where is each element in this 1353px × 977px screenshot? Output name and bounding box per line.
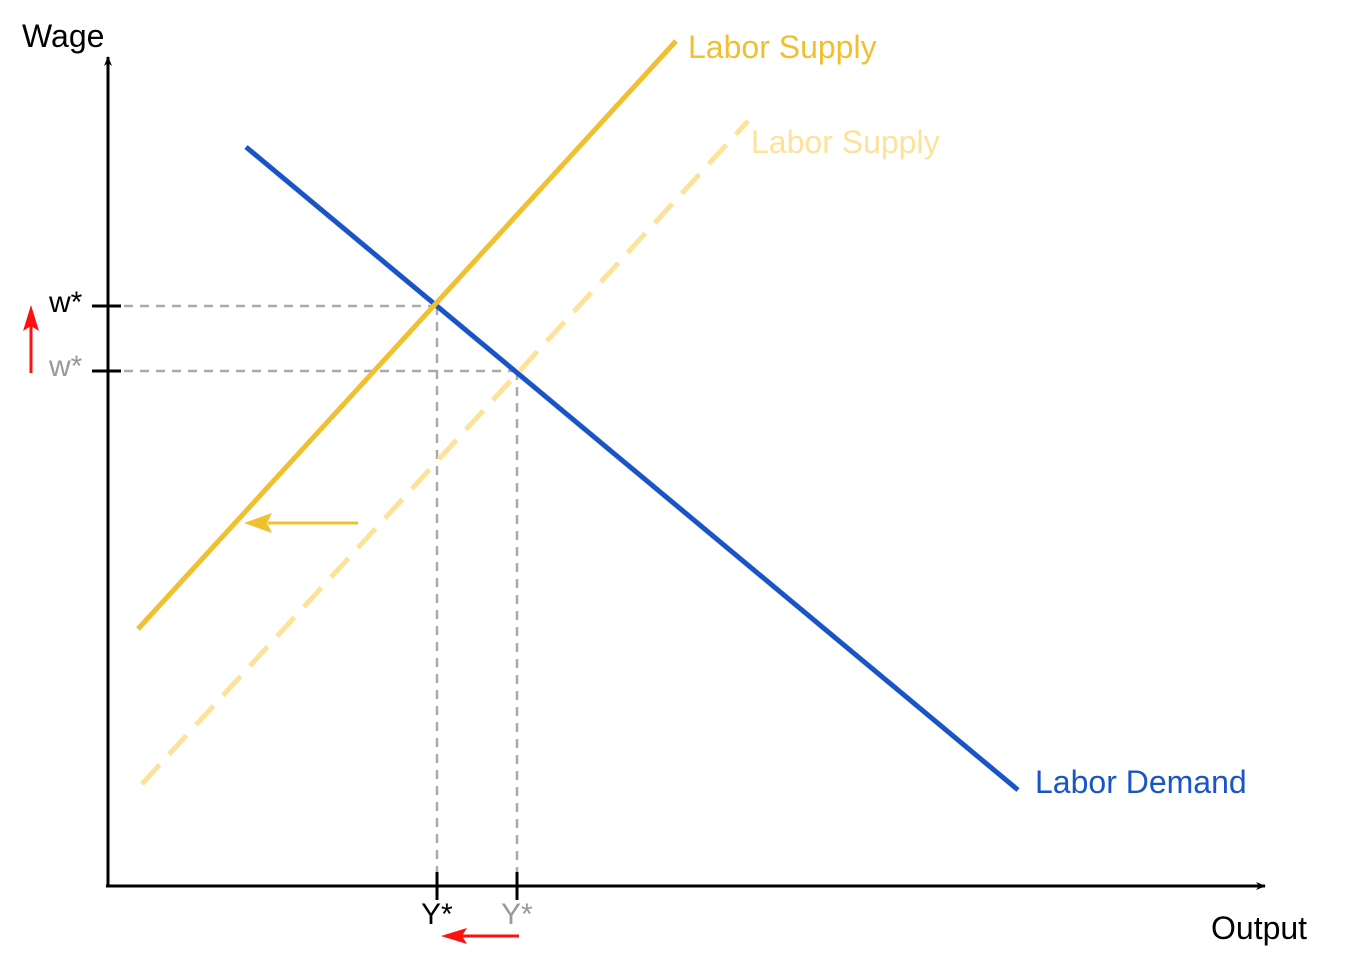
old-wage-label: w* [48, 350, 83, 383]
y-axis-label: Wage [22, 18, 104, 54]
wage-change-arrow-head [23, 305, 39, 331]
labor-supply-old-label: Labor Supply [751, 124, 940, 160]
old-output-label: Y* [501, 898, 533, 931]
new-wage-label: w* [48, 286, 83, 319]
labor-demand-label: Labor Demand [1035, 764, 1247, 800]
output-change-arrow-head [441, 928, 467, 944]
new-output-label: Y* [421, 898, 453, 931]
labor-supply-new-curve [136, 39, 678, 631]
supply-shift-arrow-head [244, 513, 272, 533]
labor-supply-old-curve [140, 119, 750, 786]
labor-supply-new-label: Labor Supply [688, 29, 877, 65]
x-axis-label: Output [1211, 910, 1307, 946]
labor-demand-curve [244, 145, 1020, 792]
